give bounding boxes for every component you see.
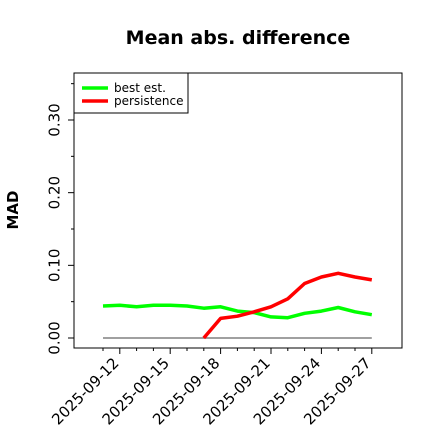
legend-label-persistence: persistence — [114, 94, 183, 108]
series-layer — [102, 271, 373, 340]
series-line-best-est — [102, 303, 373, 320]
legend-label-best-est: best est. — [114, 81, 166, 95]
chart-title: Mean abs. difference — [126, 27, 351, 49]
y-tick-label: 0.20 — [46, 176, 64, 209]
y-tick-label: 0.00 — [46, 321, 64, 354]
y-tick-label: 0.30 — [46, 103, 64, 136]
y-tick-label: 0.10 — [46, 249, 64, 282]
legend-box — [73, 72, 189, 114]
series-line-persistence — [202, 271, 373, 340]
legend: best est. persistence — [73, 72, 189, 114]
x-axis: 2025-09-122025-09-152025-09-182025-09-21… — [48, 348, 375, 428]
plot-frame — [73, 72, 403, 349]
y-axis: 0.00 0.10 0.20 0.30 — [46, 83, 74, 355]
y-axis-label: MAD — [4, 191, 22, 230]
